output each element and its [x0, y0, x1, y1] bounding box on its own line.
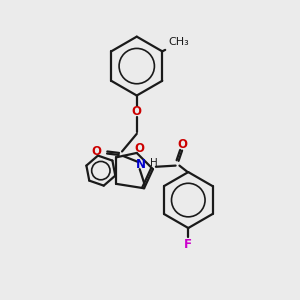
- Text: N: N: [136, 158, 146, 171]
- Text: F: F: [184, 238, 192, 251]
- Text: H: H: [150, 158, 158, 168]
- Text: CH₃: CH₃: [168, 37, 189, 47]
- Text: O: O: [132, 105, 142, 118]
- Text: O: O: [135, 142, 145, 155]
- Text: O: O: [92, 145, 101, 158]
- Text: O: O: [177, 138, 188, 151]
